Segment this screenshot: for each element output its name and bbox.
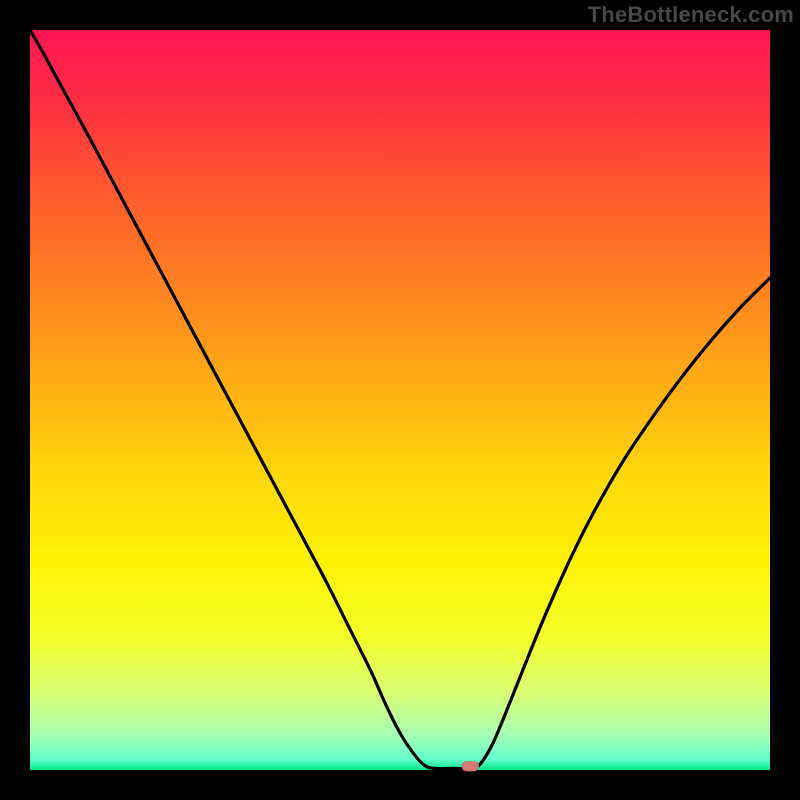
plot-background — [30, 30, 770, 770]
bottleneck-chart — [0, 0, 800, 800]
optimum-marker — [462, 761, 479, 771]
chart-container: { "watermark": { "text": "TheBottleneck.… — [0, 0, 800, 800]
watermark-text: TheBottleneck.com — [588, 2, 794, 28]
